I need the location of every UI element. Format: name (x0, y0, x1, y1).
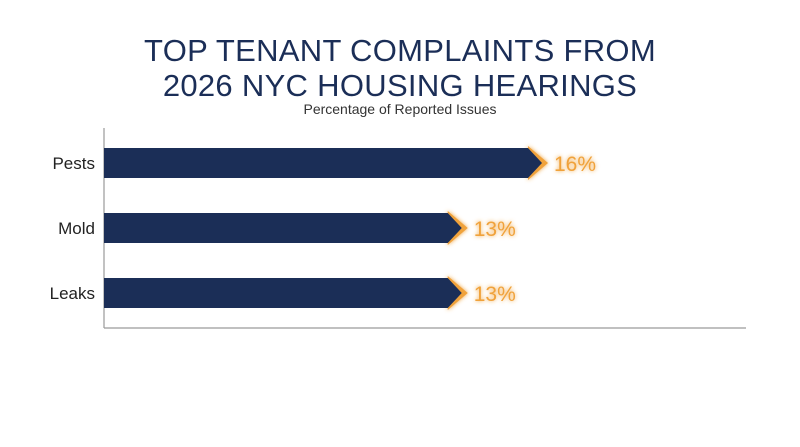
category-label-leaks: Leaks (50, 284, 95, 303)
value-label-leaks: 13% (474, 283, 516, 306)
chart-subtitle: Percentage of Reported Issues (303, 101, 497, 117)
chart-title-line-1: TOP TENANT COMPLAINTS FROM (144, 33, 656, 68)
bars-group: Pests 16% Mold 13% Leaks 13% (50, 146, 596, 310)
bar-pests (104, 148, 542, 178)
bar-leaks (104, 278, 462, 308)
chart-title: TOP TENANT COMPLAINTS FROM 2026 NYC HOUS… (0, 33, 800, 103)
category-label-pests: Pests (52, 154, 95, 173)
value-label-pests: 16% (554, 153, 596, 176)
value-label-mold: 13% (474, 218, 516, 241)
chart-title-line-2: 2026 NYC HOUSING HEARINGS (162, 68, 638, 103)
category-label-mold: Mold (58, 219, 95, 238)
bar-mold (104, 213, 462, 243)
